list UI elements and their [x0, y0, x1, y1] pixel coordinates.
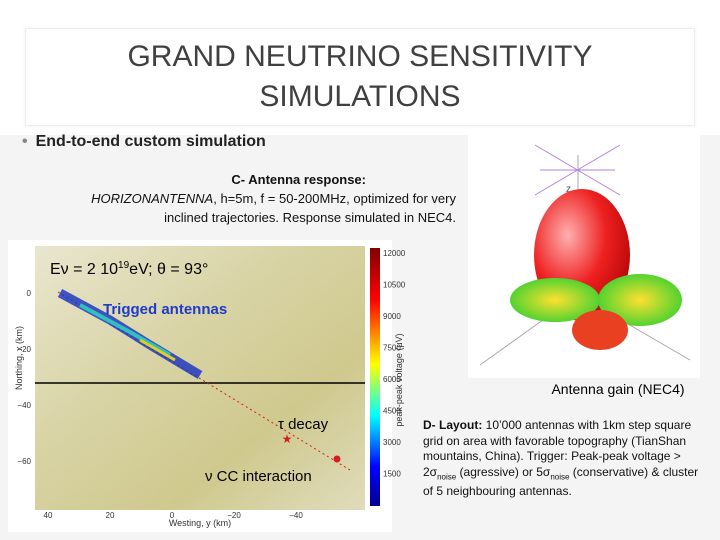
energy-part: Eν = 2 10 — [50, 261, 118, 278]
x-axis-label: Westing, y (km) — [169, 518, 231, 528]
bullet: • End-to-end custom simulation — [22, 133, 266, 151]
tick-group: 0 −20 −40 −60 40 20 0 −20 −40 12000 10500 9000 7500 6… — [17, 249, 405, 520]
antenna-line: HORIZONANTENNA, h=5m, f = 50-200MHz, opt… — [20, 189, 456, 208]
layout-sub: noise — [437, 471, 457, 481]
interaction-point — [333, 455, 341, 463]
gain-lobe — [598, 274, 682, 326]
layout-heading: D- Layout: — [423, 418, 483, 432]
colorbar-tick-label: 6000 — [383, 375, 401, 384]
layout-text: D- Layout: 10’000 antennas with 1km step… — [423, 418, 708, 500]
colorbar-tick-label: 9000 — [383, 312, 401, 321]
colorbar-tick-label: 3000 — [383, 438, 401, 447]
layout-part: 10’000 antennas with 1km step square gri… — [423, 418, 692, 479]
gain-lobe — [572, 310, 628, 350]
star: ★ — [282, 432, 293, 446]
bullet-dot: • — [22, 133, 28, 150]
antenna-caption: Antenna gain (NEC4) — [551, 381, 684, 397]
title-box: GRAND NEUTRINO SENSITIVITY SIMULATIONS — [25, 28, 695, 126]
gain-lobe — [510, 278, 600, 322]
energy-part: eV; θ = 93° — [129, 261, 208, 278]
y-tick-label: 0 — [27, 289, 32, 298]
x-tick-label: 0 — [170, 511, 175, 520]
antenna-line2: inclined trajectories. Response simulate… — [164, 210, 456, 225]
axis-label: z — [566, 184, 571, 195]
colorbar-tick-label: 4500 — [383, 407, 401, 416]
colorbar — [370, 248, 380, 506]
bullet-text: End-to-end custom simulation — [35, 133, 266, 150]
antenna-text: C- Antenna response: HORIZONANTENNA, h=5… — [20, 170, 456, 227]
y-tick-label: −20 — [17, 345, 31, 354]
antenna-name: HORIZONANTENNA — [91, 191, 214, 206]
antenna-line1: , h=5m, f = 50-200MHz, optimized for ver… — [213, 191, 456, 206]
trigged-cluster — [139, 338, 176, 362]
layout-part: (agressive) or 5σ — [456, 464, 551, 479]
energy-label: Eν = 2 1019eV; θ = 93° — [50, 260, 208, 278]
y-tick-label: −60 — [17, 457, 31, 466]
antenna-heading: C- Antenna response: — [231, 172, 366, 187]
cc-label: ν CC interaction — [205, 468, 312, 485]
layout-part: (conservative) & cluster of 5 neighbouri… — [423, 464, 699, 499]
title-line: GRAND NEUTRINO SENSITIVITY — [127, 40, 593, 73]
colorbar-tick-label: 1500 — [383, 470, 401, 479]
trigged-cluster — [79, 303, 171, 357]
tau-label: τ decay — [278, 416, 329, 433]
title-line: SIMULATIONS — [259, 80, 461, 113]
energy-exp: 19 — [118, 260, 130, 271]
y-axis-label: Northing, x (km) — [14, 326, 24, 390]
antenna-wire — [534, 144, 621, 196]
y-tick-label: −40 — [17, 401, 31, 410]
x-tick-label: −20 — [227, 511, 241, 520]
trigged-label: Trigged antennas — [103, 301, 227, 318]
colorbar-tick-label: 7500 — [383, 344, 401, 353]
x-tick-label: 40 — [44, 511, 53, 520]
x-tick-label: −40 — [289, 511, 303, 520]
colorbar-label: peak-peak voltage (μV) — [394, 333, 404, 426]
colorbar-tick-label: 10500 — [383, 281, 406, 290]
x-tick-label: 20 — [106, 511, 115, 520]
colorbar-tick-label: 12000 — [383, 249, 406, 258]
layout-sub: noise — [550, 471, 570, 481]
